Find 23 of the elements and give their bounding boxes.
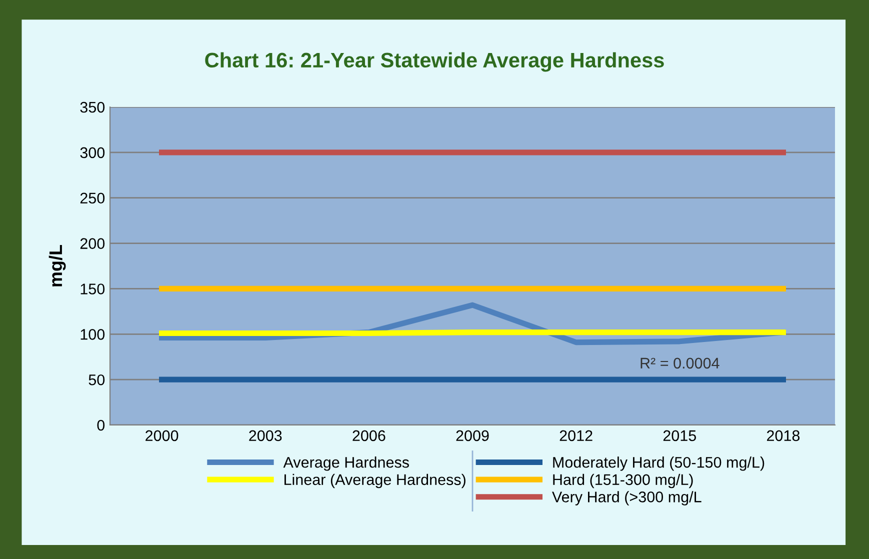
annotation: R² = 0.0004 bbox=[640, 358, 720, 369]
x-tick-label: 2012 bbox=[560, 430, 592, 442]
legend-label: Hard (151-300 mg/L) bbox=[553, 474, 693, 488]
x-tick-label: 2009 bbox=[456, 430, 489, 442]
legend-label: Very Hard (>300 mg/L bbox=[552, 491, 702, 506]
legend-label: Average Hardness bbox=[283, 456, 409, 471]
y-tick-label: 0 bbox=[97, 420, 105, 431]
y-axis-title: mg/L bbox=[48, 244, 66, 286]
y-tick-label: 300 bbox=[80, 147, 105, 158]
x-tick-label: 2018 bbox=[766, 430, 800, 442]
y-tick-label: 150 bbox=[80, 284, 105, 294]
x-tick-label: 2003 bbox=[249, 430, 282, 442]
x-tick-label: 2000 bbox=[146, 430, 178, 442]
y-tick-label: 350 bbox=[80, 102, 105, 113]
x-tick-label: 2015 bbox=[663, 430, 696, 442]
y-tick-label: 50 bbox=[88, 374, 105, 386]
y-tick-label: 250 bbox=[80, 192, 105, 204]
legend-label: Linear (Average Hardness) bbox=[284, 474, 466, 488]
x-tick-label: 2006 bbox=[352, 430, 386, 442]
legend-label: Moderately Hard (50-150 mg/L) bbox=[553, 456, 764, 471]
chart-title: Chart 16: 21-Year Statewide Average Hardness bbox=[205, 52, 664, 72]
y-tick-label: 100 bbox=[80, 329, 105, 340]
y-tick-label: 200 bbox=[80, 238, 105, 249]
